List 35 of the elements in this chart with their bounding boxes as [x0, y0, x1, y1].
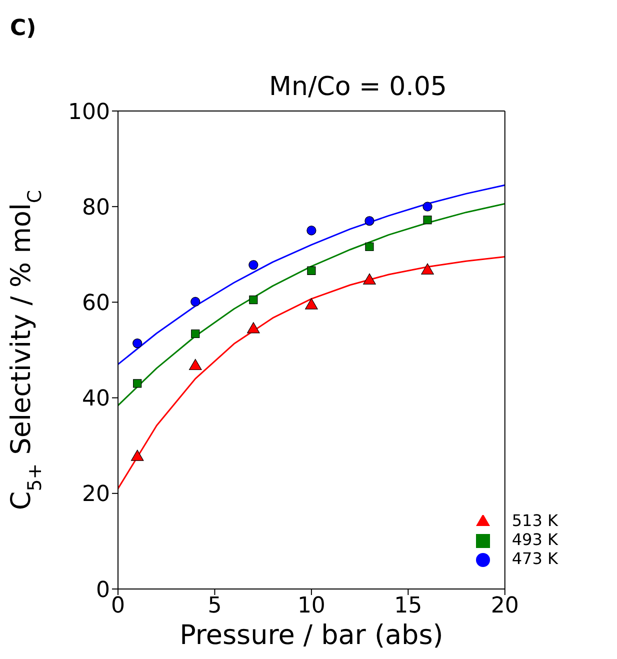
point — [306, 226, 316, 236]
x-tick-label: 20 — [490, 594, 519, 619]
point — [133, 379, 142, 388]
legend-label: 513 K — [512, 511, 558, 530]
x-tick-label: 10 — [297, 594, 326, 619]
line-series — [118, 202, 505, 406]
y-tick-label: 40 — [82, 386, 110, 412]
y-tick-label: 20 — [82, 482, 110, 508]
x-tick-label: 15 — [394, 594, 422, 619]
x-axis-title: Pressure / bar (abs) — [180, 620, 444, 651]
legend-label: 473 K — [512, 549, 558, 568]
point — [364, 216, 374, 226]
point — [191, 329, 200, 338]
point — [422, 202, 432, 212]
y-tick-label: 100 — [68, 100, 110, 125]
line-series — [118, 256, 505, 490]
point — [365, 242, 374, 252]
line-series — [118, 184, 505, 366]
point — [423, 216, 432, 224]
point — [249, 296, 258, 304]
x-tick-label: 5 — [208, 594, 222, 619]
chart-title: Mn/Co = 0.05 — [268, 72, 448, 102]
y-tick-label: 80 — [82, 195, 110, 220]
point — [190, 296, 200, 307]
text: C) — [10, 16, 36, 41]
point — [307, 266, 316, 275]
point — [305, 298, 318, 310]
point — [248, 260, 258, 270]
legend-label: 493 K — [512, 530, 558, 549]
y-tick-label: 0 — [96, 578, 110, 603]
point — [188, 358, 202, 370]
point — [130, 450, 144, 461]
point — [132, 338, 142, 348]
y-tick-label: 60 — [82, 291, 110, 316]
point — [247, 322, 260, 334]
